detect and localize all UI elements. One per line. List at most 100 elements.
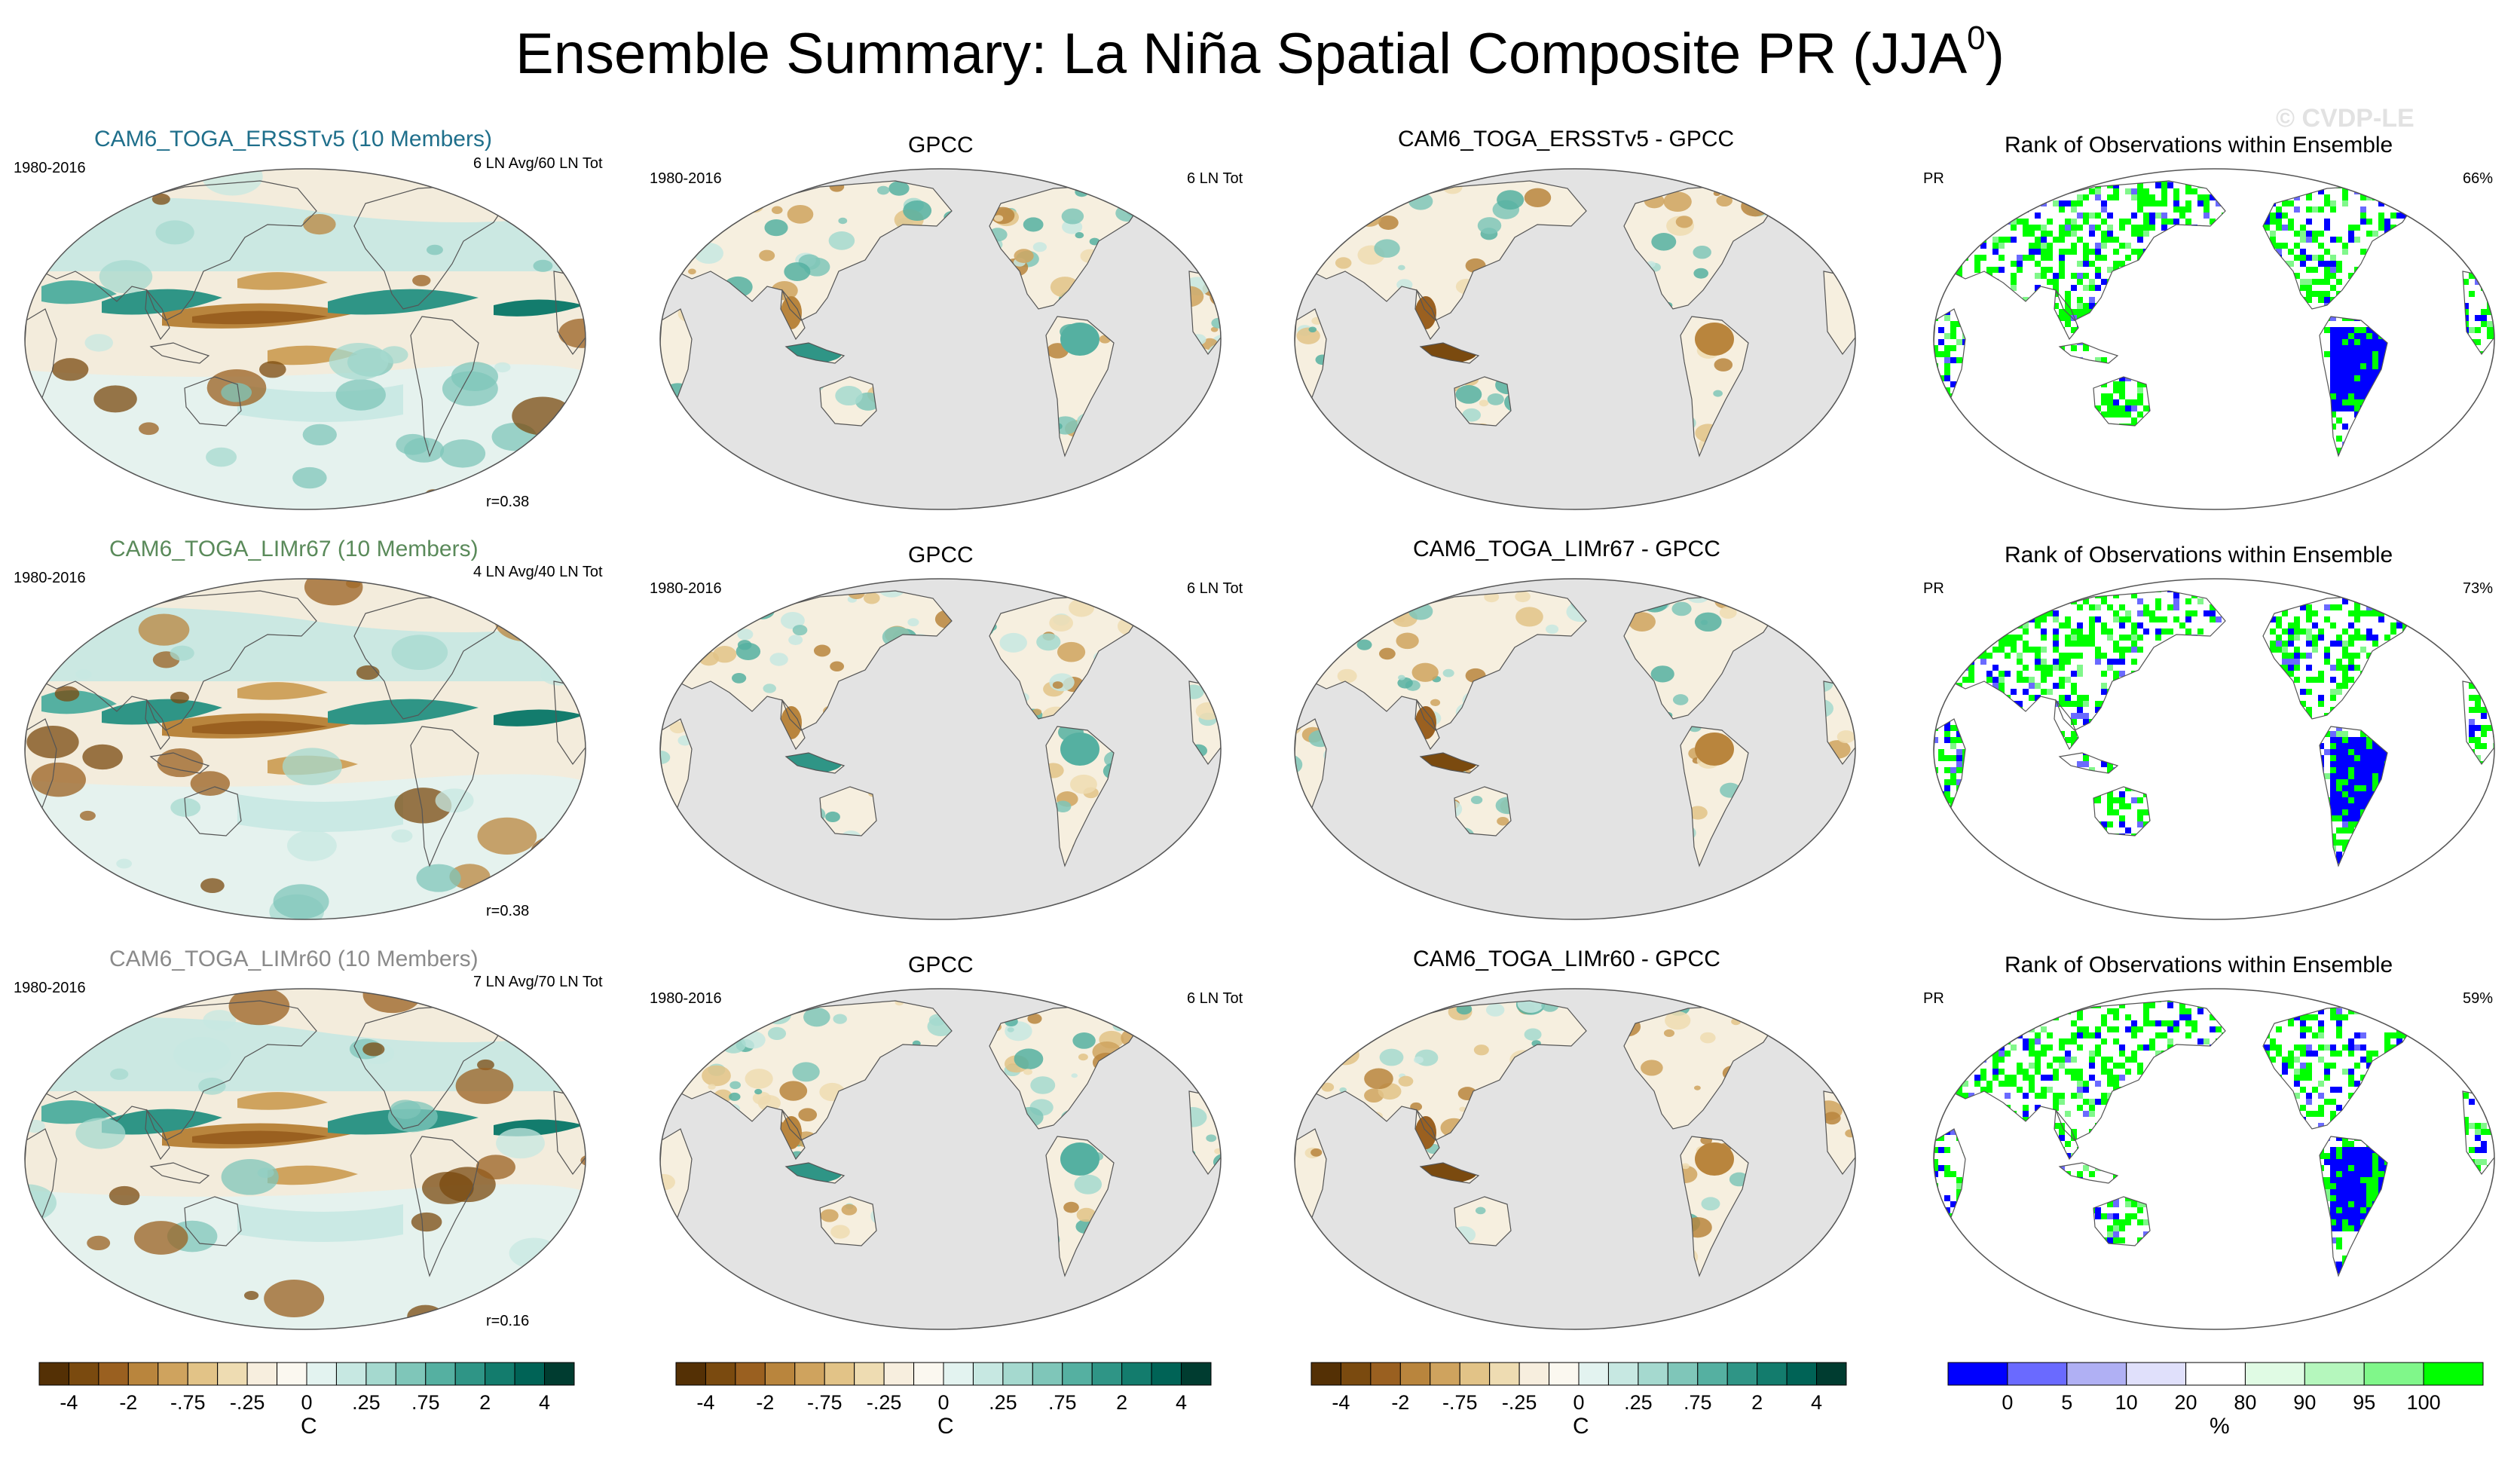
rank-cell xyxy=(2005,182,2011,188)
rank-cell xyxy=(2457,629,2463,635)
rank-cell xyxy=(2041,598,2047,604)
rank-cell xyxy=(1999,496,2005,502)
rank-cell xyxy=(2282,574,2288,580)
rank-cell xyxy=(2125,399,2131,405)
rank-cell xyxy=(2053,568,2059,574)
anomaly-blob xyxy=(532,213,551,225)
rank-cell xyxy=(2493,683,2494,689)
rank-cell xyxy=(2354,580,2360,586)
anomaly-speck xyxy=(1156,507,1168,515)
rank-cell xyxy=(2499,351,2505,357)
rank-cell xyxy=(1944,436,1950,442)
rank-cell xyxy=(1956,616,1962,622)
rank-cell xyxy=(2481,170,2487,176)
rank-cell xyxy=(2077,592,2083,598)
rank-cell xyxy=(2017,177,2023,182)
rank-cell xyxy=(1944,399,1950,405)
rank-cell xyxy=(2318,677,2324,683)
anomaly-speck xyxy=(1398,265,1405,271)
rank-cell xyxy=(2131,592,2137,598)
rank-cell xyxy=(2463,587,2469,592)
rank-cell xyxy=(1926,357,1932,363)
rank-cell xyxy=(2029,598,2035,604)
rank-cell xyxy=(2505,243,2508,249)
anomaly-speck xyxy=(1146,473,1173,492)
rank-cell xyxy=(2047,188,2053,194)
rank-cell xyxy=(2137,635,2143,641)
rank-cell xyxy=(2372,339,2378,345)
rank-cell xyxy=(2499,604,2505,610)
rank-cell xyxy=(1974,641,1980,647)
rank-cell xyxy=(2035,683,2041,689)
rank-cell xyxy=(1974,472,1980,478)
rank-cell xyxy=(2475,502,2481,508)
rank-cell xyxy=(1934,665,1938,671)
anomaly-speck xyxy=(1379,647,1396,660)
anomaly-blob xyxy=(303,213,336,235)
rank-cell xyxy=(2469,622,2475,629)
row1-obs-map xyxy=(659,168,1222,515)
rank-cell xyxy=(2300,261,2306,267)
rank-cell xyxy=(2354,393,2360,399)
rank-cell xyxy=(2300,653,2306,659)
rank-cell xyxy=(2378,345,2384,351)
anomaly-speck xyxy=(1846,454,1855,456)
rank-cell xyxy=(2384,188,2390,194)
anomaly-speck xyxy=(1023,217,1044,232)
rank-cell xyxy=(2384,508,2390,514)
rank-cell xyxy=(2113,188,2119,194)
anomaly-speck xyxy=(707,451,720,456)
rank-cell xyxy=(2427,213,2433,219)
anomaly-speck xyxy=(685,199,699,210)
anomaly-speck xyxy=(1360,170,1367,174)
rank-cell xyxy=(2342,164,2348,170)
rank-cell xyxy=(2059,490,2065,496)
rank-cell xyxy=(2065,622,2071,629)
rank-cell xyxy=(2475,158,2481,164)
rank-cell xyxy=(1934,393,1938,399)
rank-cell xyxy=(2408,514,2414,520)
anomaly-speck xyxy=(718,891,736,903)
rank-cell xyxy=(2053,285,2059,291)
anomaly-speck xyxy=(1225,580,1234,588)
rank-cell xyxy=(2342,381,2348,387)
rank-cell xyxy=(2011,472,2017,478)
rank-cell xyxy=(1932,508,1938,514)
rank-cell xyxy=(1934,249,1938,255)
rank-cell xyxy=(1944,213,1950,219)
rank-cell xyxy=(1968,436,1974,442)
anomaly-blob xyxy=(416,864,461,892)
rank-cell xyxy=(2330,689,2336,695)
rank-cell xyxy=(2475,647,2481,653)
rank-cell xyxy=(2288,641,2294,647)
rank-cell xyxy=(1980,454,1986,456)
rank-cell xyxy=(2493,315,2494,321)
rank-cell xyxy=(2475,460,2481,466)
rank-cell xyxy=(2469,629,2475,635)
anomaly-speck xyxy=(1836,399,1849,408)
anomaly-blob xyxy=(53,579,109,596)
coastline-indonesia xyxy=(1419,752,1480,774)
rank-cell xyxy=(2149,158,2155,164)
rank-cell xyxy=(2481,158,2487,164)
coastline-europe_right xyxy=(553,210,586,257)
rank-cell xyxy=(2475,206,2481,213)
anomaly-speck xyxy=(828,908,850,924)
anomaly-speck xyxy=(784,262,811,281)
rank-cell xyxy=(2101,399,2107,405)
rank-cell xyxy=(2348,653,2354,659)
rank-cell xyxy=(2288,200,2294,206)
rank-cell xyxy=(1974,478,1980,484)
rank-cell xyxy=(2131,405,2137,411)
rank-cell xyxy=(2402,622,2408,629)
rank-cell xyxy=(2499,472,2505,478)
rank-cell xyxy=(2475,701,2481,707)
rank-cell xyxy=(1944,194,1950,200)
rank-cell xyxy=(2348,568,2354,574)
rank-cell xyxy=(2463,592,2469,598)
rank-cell xyxy=(2445,490,2451,496)
rank-cell xyxy=(1926,689,1932,695)
rank-cell xyxy=(2499,622,2505,629)
rank-cell xyxy=(2481,243,2487,249)
rank-cell xyxy=(2276,213,2282,219)
